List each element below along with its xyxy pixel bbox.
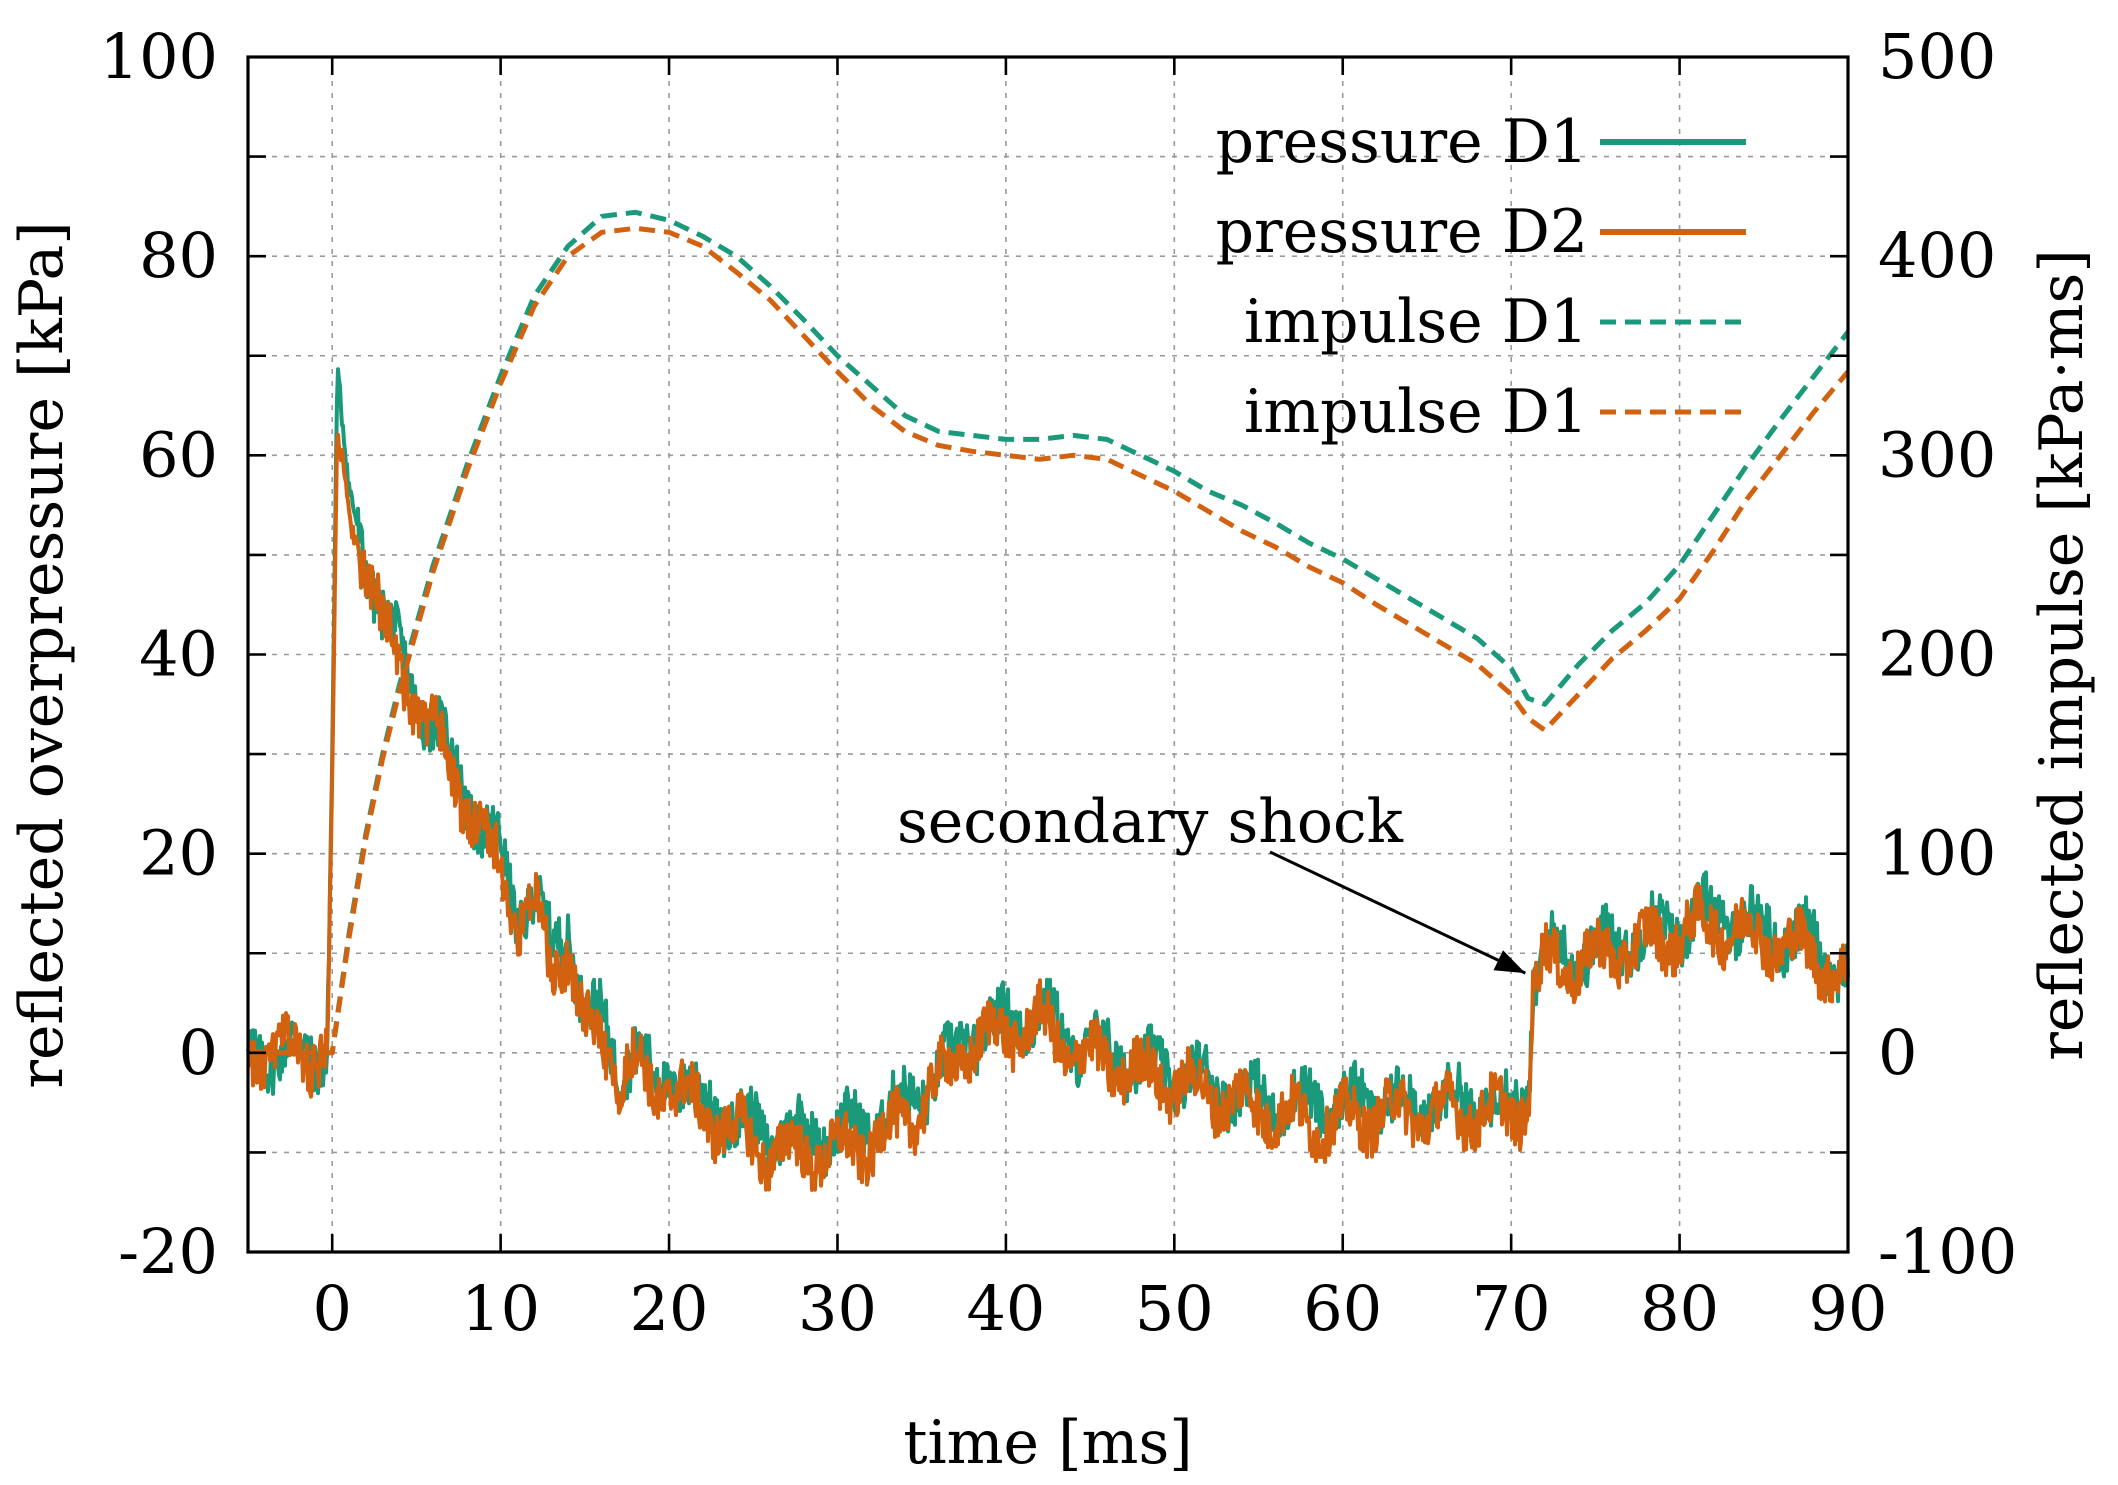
legend: pressure D1 pressure D2 impulse D1 impulse …	[1216, 107, 1746, 447]
y-tick-label: 80	[139, 219, 218, 292]
x-tick-label: 0	[312, 1272, 351, 1345]
x-tick-label: 90	[1809, 1272, 1888, 1345]
tick-labels: 0 10 20 30 40 50 60 70 80 90 -20 0 20 40 60 80 100 -100 0 1…	[100, 20, 2018, 1345]
annotation-arrowhead	[1493, 950, 1526, 974]
x-axis-label: time [ms]	[903, 1408, 1192, 1478]
x-tick-label: 80	[1640, 1272, 1719, 1345]
series-line-impulse-d1-3	[248, 225, 1850, 1056]
y-tick-label: -20	[118, 1215, 218, 1288]
y2-axis-label: reflected impulse [kPa·ms]	[2027, 249, 2097, 1061]
x-tick-label: 60	[1303, 1272, 1382, 1345]
x-tick-label: 50	[1135, 1272, 1214, 1345]
y-tick-label: 40	[139, 618, 218, 691]
y-tick-label: 100	[100, 20, 218, 93]
y-axis-label: reflected overpressure [kPa]	[7, 221, 77, 1088]
tick-marks	[248, 55, 1850, 1254]
legend-label: impulse D1	[1244, 377, 1588, 447]
y2-tick-label: 0	[1878, 1016, 1917, 1089]
x-tick-label: 10	[461, 1272, 540, 1345]
legend-label: pressure D2	[1216, 197, 1588, 267]
legend-label: pressure D1	[1216, 107, 1588, 177]
y2-tick-label: -100	[1878, 1215, 2017, 1288]
legend-label: impulse D1	[1244, 287, 1588, 357]
x-tick-label: 70	[1472, 1272, 1551, 1345]
y2-tick-label: 200	[1878, 618, 1996, 691]
y-tick-label: 20	[139, 817, 218, 890]
y2-tick-label: 400	[1878, 219, 1996, 292]
series-line-pressure-d2-1	[246, 432, 1850, 1192]
y2-tick-label: 100	[1878, 817, 1996, 890]
x-tick-label: 30	[798, 1272, 877, 1345]
y2-tick-label: 500	[1878, 20, 1996, 93]
y-tick-label: 0	[179, 1016, 218, 1089]
y-tick-label: 60	[139, 418, 218, 491]
annotation: secondary shock	[897, 787, 1527, 975]
x-tick-label: 40	[966, 1272, 1045, 1345]
annotation-arrow-line	[1269, 850, 1527, 975]
annotation-label: secondary shock	[897, 787, 1404, 857]
plot-area	[246, 209, 1850, 1192]
y2-tick-label: 300	[1878, 418, 1996, 491]
x-tick-label: 20	[630, 1272, 709, 1345]
